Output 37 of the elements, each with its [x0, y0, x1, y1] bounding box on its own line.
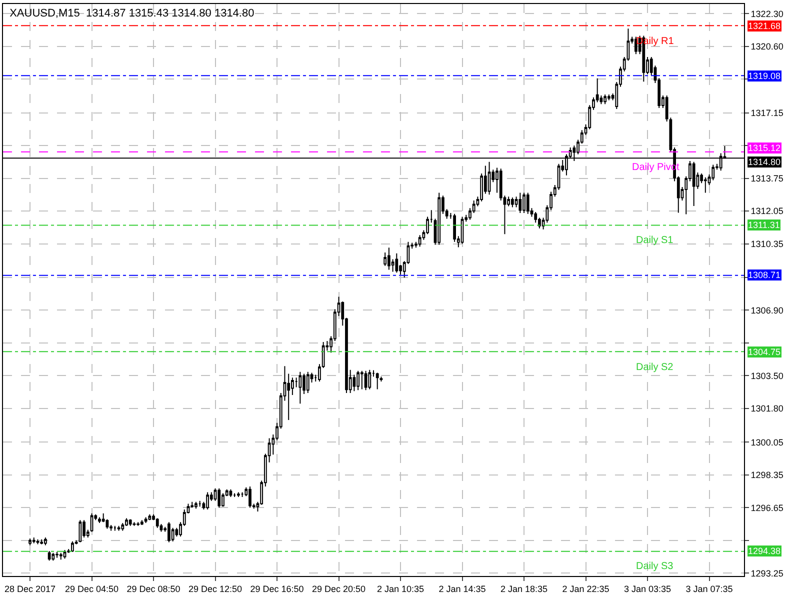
y-tick-label: 1293.25	[750, 568, 784, 578]
y-tick-label: 1310.35	[750, 238, 784, 249]
x-tick-label: 29 Dec 16:50	[250, 584, 304, 594]
x-tick-label: 29 Dec 04:50	[64, 584, 119, 594]
text: 1315.12	[748, 143, 781, 153]
x-tick-label: 29 Dec 08:50	[126, 584, 180, 594]
y-tick-label: 1298.35	[750, 470, 784, 480]
text: 1321.68	[748, 21, 781, 31]
x-tick-label: 2 Jan 10:35	[376, 584, 424, 594]
y-tick-label: 1317.15	[750, 108, 784, 118]
y-tick-label: 1301.80	[750, 404, 784, 414]
text: 1294.38	[748, 546, 781, 556]
text: 1308.71	[748, 270, 781, 280]
x-tick-label: 29 Dec 20:50	[312, 584, 366, 594]
y-tick-label: 1296.65	[750, 502, 784, 513]
text: 1304.75	[748, 347, 781, 357]
text: 1311.31	[748, 220, 780, 230]
x-tick-label: 3 Jan 07:35	[686, 584, 733, 594]
ref-line-label: Daily S3	[636, 561, 674, 572]
x-tick-label: 2 Jan 22:35	[562, 584, 610, 594]
x-tick-label: 2 Jan 18:35	[500, 584, 548, 594]
text: 1319.08	[748, 71, 781, 81]
chart-title: XAUUSD,M15 1314.87 1315.43 1314.80 1314.80	[10, 8, 254, 20]
y-tick-label: 1306.90	[750, 305, 784, 316]
x-tick-label: 2 Jan 14:35	[438, 584, 486, 594]
y-tick-label: 1312.05	[750, 206, 784, 216]
x-tick-label: 3 Jan 03:35	[624, 584, 672, 594]
ref-line-label: Daily S1	[636, 235, 674, 246]
y-tick-label: 1300.05	[750, 437, 784, 448]
y-tick-label: 1322.30	[750, 8, 784, 19]
y-tick-label: 1320.60	[750, 42, 784, 52]
x-tick-label: 29 Dec 12:50	[188, 584, 242, 594]
ref-line-label: Daily S2	[636, 362, 674, 373]
y-tick-label: 1303.50	[750, 370, 784, 381]
text: 1314.80	[748, 157, 781, 167]
y-tick-label: 1313.75	[750, 173, 784, 184]
x-tick-label: 28 Dec 2017	[4, 584, 56, 594]
